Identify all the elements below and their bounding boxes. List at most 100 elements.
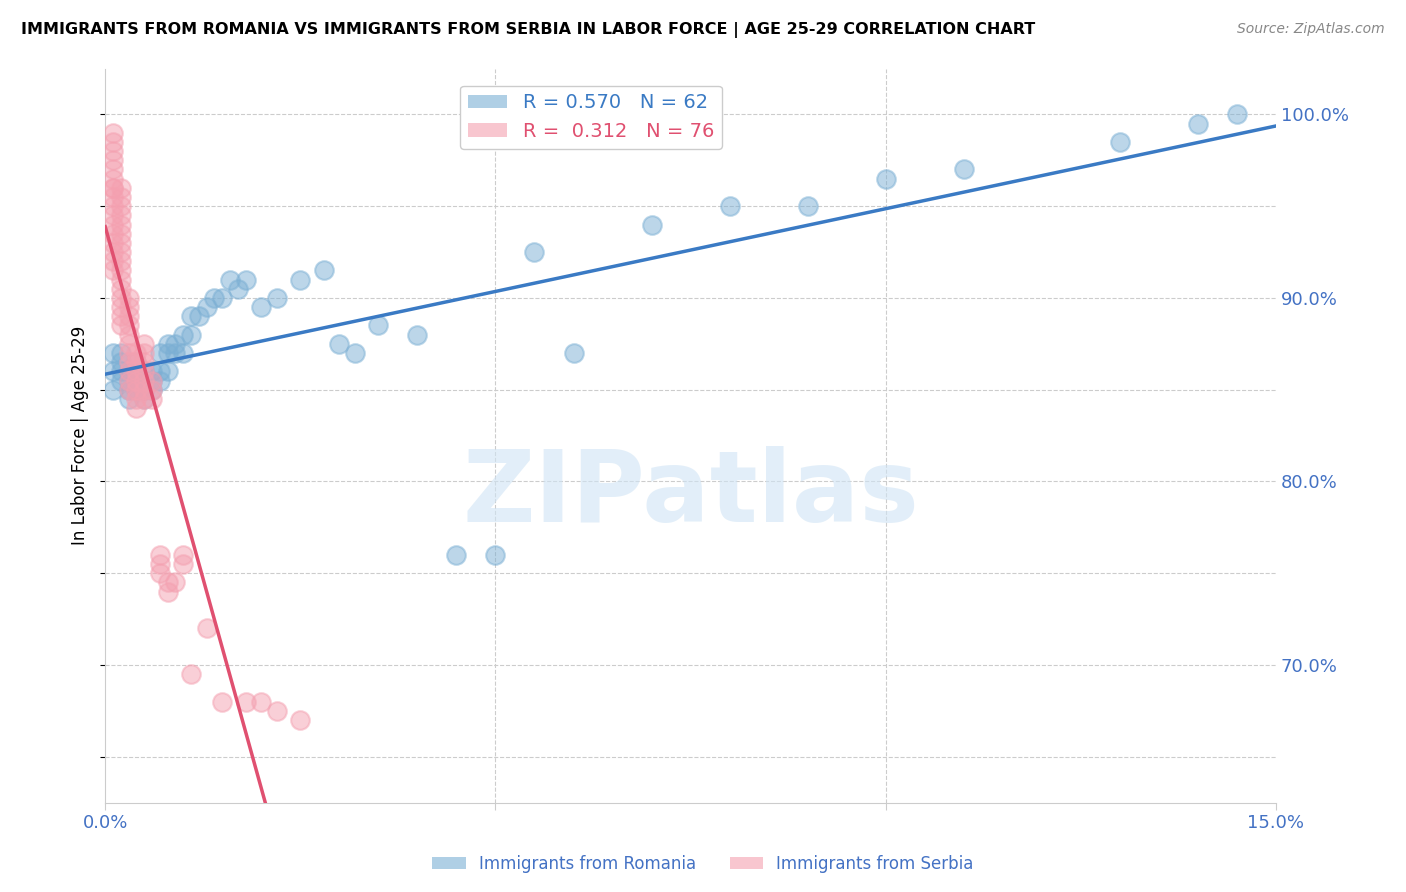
Point xyxy=(134,374,156,388)
Point xyxy=(117,374,139,388)
Point xyxy=(149,346,172,360)
Point xyxy=(250,300,273,314)
Point xyxy=(117,383,139,397)
Point xyxy=(117,374,139,388)
Point xyxy=(156,336,179,351)
Point xyxy=(1226,107,1249,121)
Point xyxy=(101,181,124,195)
Point xyxy=(1187,117,1209,131)
Point xyxy=(110,346,132,360)
Point xyxy=(952,162,974,177)
Point xyxy=(149,548,172,562)
Point xyxy=(110,254,132,268)
Point xyxy=(367,318,389,333)
Point xyxy=(172,346,194,360)
Point xyxy=(117,327,139,342)
Point xyxy=(110,190,132,204)
Legend: R = 0.570   N = 62, R =  0.312   N = 76: R = 0.570 N = 62, R = 0.312 N = 76 xyxy=(460,86,721,149)
Point xyxy=(640,218,662,232)
Point xyxy=(101,254,124,268)
Point xyxy=(101,245,124,260)
Point xyxy=(226,282,249,296)
Point xyxy=(101,346,124,360)
Point xyxy=(134,355,156,369)
Point xyxy=(266,704,288,718)
Point xyxy=(219,272,242,286)
Point xyxy=(134,336,156,351)
Point xyxy=(134,346,156,360)
Point xyxy=(141,383,163,397)
Point xyxy=(172,557,194,571)
Point xyxy=(1108,135,1130,149)
Point xyxy=(141,392,163,406)
Point xyxy=(110,300,132,314)
Point xyxy=(101,218,124,232)
Point xyxy=(101,227,124,241)
Point xyxy=(117,291,139,305)
Point xyxy=(125,392,148,406)
Point xyxy=(195,621,218,635)
Point xyxy=(110,199,132,213)
Point xyxy=(165,575,187,590)
Point xyxy=(117,383,139,397)
Point xyxy=(328,336,350,351)
Point xyxy=(125,383,148,397)
Point xyxy=(290,272,312,286)
Point xyxy=(117,346,139,360)
Point xyxy=(149,557,172,571)
Point xyxy=(110,208,132,222)
Point xyxy=(235,272,257,286)
Point xyxy=(172,327,194,342)
Point xyxy=(110,318,132,333)
Point xyxy=(484,548,506,562)
Point xyxy=(101,199,124,213)
Point xyxy=(117,318,139,333)
Point xyxy=(718,199,741,213)
Point xyxy=(101,181,124,195)
Point xyxy=(101,190,124,204)
Point xyxy=(125,374,148,388)
Point xyxy=(149,374,172,388)
Point xyxy=(406,327,429,342)
Point xyxy=(134,364,156,378)
Point xyxy=(110,227,132,241)
Point xyxy=(180,310,202,324)
Point xyxy=(125,364,148,378)
Point xyxy=(117,300,139,314)
Point xyxy=(110,263,132,277)
Legend: Immigrants from Romania, Immigrants from Serbia: Immigrants from Romania, Immigrants from… xyxy=(426,848,980,880)
Point xyxy=(110,282,132,296)
Point xyxy=(312,263,335,277)
Point xyxy=(211,291,233,305)
Point xyxy=(343,346,366,360)
Text: IMMIGRANTS FROM ROMANIA VS IMMIGRANTS FROM SERBIA IN LABOR FORCE | AGE 25-29 COR: IMMIGRANTS FROM ROMANIA VS IMMIGRANTS FR… xyxy=(21,22,1035,38)
Point xyxy=(134,374,156,388)
Point xyxy=(110,235,132,250)
Point xyxy=(235,695,257,709)
Point xyxy=(523,245,546,260)
Point xyxy=(117,336,139,351)
Point xyxy=(141,374,163,388)
Point xyxy=(125,346,148,360)
Point xyxy=(117,364,139,378)
Point xyxy=(134,392,156,406)
Point xyxy=(141,364,163,378)
Point xyxy=(101,235,124,250)
Point xyxy=(101,263,124,277)
Point xyxy=(165,346,187,360)
Text: Source: ZipAtlas.com: Source: ZipAtlas.com xyxy=(1237,22,1385,37)
Point xyxy=(110,355,132,369)
Point xyxy=(875,171,897,186)
Point xyxy=(125,355,148,369)
Point xyxy=(250,695,273,709)
Point xyxy=(180,327,202,342)
Point xyxy=(156,575,179,590)
Point xyxy=(195,300,218,314)
Point xyxy=(180,667,202,681)
Y-axis label: In Labor Force | Age 25-29: In Labor Force | Age 25-29 xyxy=(72,326,89,545)
Point xyxy=(204,291,226,305)
Point xyxy=(134,374,156,388)
Point xyxy=(134,392,156,406)
Point xyxy=(165,336,187,351)
Point xyxy=(101,126,124,140)
